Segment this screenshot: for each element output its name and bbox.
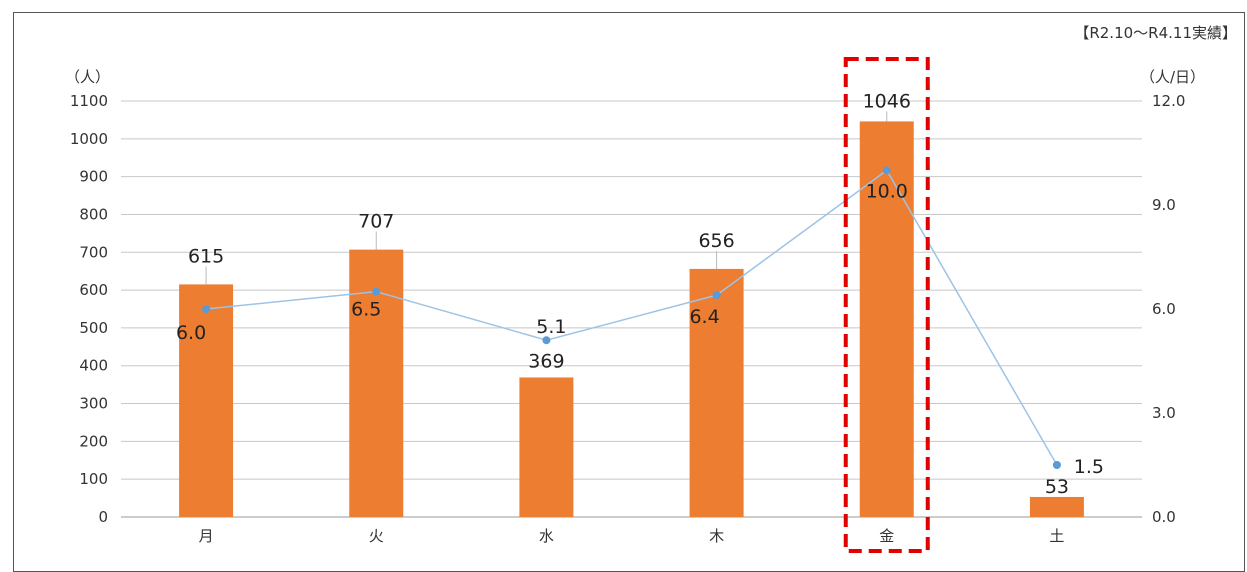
bar-value-label: 707 xyxy=(358,211,394,233)
data-labels: 615 707 369 656 1046 53 6.0 6.5 5.1 6.4 10.0 1.5 xyxy=(176,90,1104,498)
line-value-label: 6.5 xyxy=(351,299,381,321)
line-marker xyxy=(882,166,891,175)
line-marker xyxy=(372,287,381,296)
line-value-label: 1.5 xyxy=(1074,456,1104,478)
y-left-tick-label: 300 xyxy=(79,395,108,413)
line-value-label: 5.1 xyxy=(536,316,566,338)
y-left-tick-label: 700 xyxy=(79,243,108,261)
y-left-tick-label: 1000 xyxy=(70,130,108,148)
x-tick-label: 木 xyxy=(709,527,724,545)
line-value-label: 6.4 xyxy=(689,306,719,328)
right-axis-unit: （人/日） xyxy=(1140,68,1205,86)
y-left-tick-label: 900 xyxy=(79,168,108,186)
line-path xyxy=(206,169,1058,466)
bar xyxy=(1029,496,1084,517)
y-left-tick-label: 800 xyxy=(79,205,108,223)
bar-value-label: 53 xyxy=(1045,476,1069,498)
y-left-tick-label: 1100 xyxy=(70,92,108,110)
x-tick-label: 月 xyxy=(199,527,214,545)
y-left-tick-label: 400 xyxy=(79,357,108,375)
line-value-label: 6.0 xyxy=(176,322,206,344)
bar xyxy=(859,121,914,518)
bar-value-label: 1046 xyxy=(863,90,911,112)
x-tick-label: 土 xyxy=(1049,527,1064,545)
axes: 0 100 200 300 400 500 600 700 800 900 1000 1100 0.0 3… xyxy=(70,92,1186,545)
gridlines xyxy=(121,100,1142,518)
bar xyxy=(179,284,234,517)
y-left-tick-label: 0 xyxy=(98,508,108,526)
y-left-tick-label: 500 xyxy=(79,319,108,337)
bar xyxy=(519,377,574,517)
line-value-label: 10.0 xyxy=(866,180,908,202)
period-note: 【R2.10～R4.11実績】 xyxy=(1074,24,1237,42)
bar-value-label: 656 xyxy=(698,230,734,252)
x-tick-label: 水 xyxy=(539,527,554,545)
y-right-tick-label: 6.0 xyxy=(1152,300,1176,318)
bar-value-label: 369 xyxy=(528,350,564,372)
chart: 615 707 369 656 1046 53 6.0 6.5 5.1 6.4 10.0 1.5 0 1… xyxy=(65,24,1237,553)
y-right-tick-label: 3.0 xyxy=(1152,404,1176,422)
highlight-box xyxy=(843,57,930,553)
line-marker xyxy=(1052,461,1061,469)
y-left-tick-label: 100 xyxy=(79,470,108,488)
bar-series xyxy=(179,121,1084,518)
y-right-tick-label: 12.0 xyxy=(1152,92,1185,110)
x-tick-label: 火 xyxy=(369,527,384,545)
y-left-tick-label: 600 xyxy=(79,281,108,299)
bar-value-label: 615 xyxy=(188,245,224,267)
line-marker xyxy=(712,291,721,300)
y-right-tick-label: 9.0 xyxy=(1152,196,1176,214)
y-right-tick-label: 0.0 xyxy=(1152,508,1176,526)
line-marker xyxy=(202,305,211,313)
left-axis-unit: （人） xyxy=(65,68,110,86)
bar xyxy=(689,268,744,517)
x-tick-label: 金 xyxy=(879,527,894,545)
line-marker xyxy=(542,336,551,345)
y-left-tick-label: 200 xyxy=(79,432,108,450)
line-series xyxy=(202,166,1061,469)
